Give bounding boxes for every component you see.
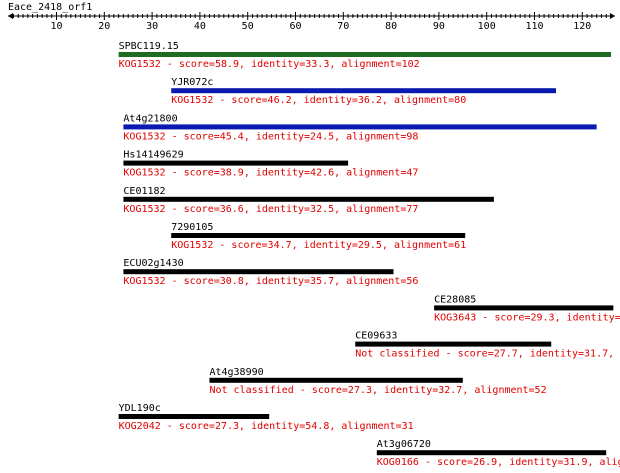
hit-name-link[interactable]: At4g21800 [123,113,177,124]
query-title: Eace_2418_orf1 [8,2,92,13]
hit-name-link[interactable]: CE01182 [123,186,165,197]
hit-row: At3g06720 KOG0166 - score=26.9, identity=… [376,439,620,468]
hit-description: KOG0166 - score=26.9, identity=31.9, ali… [377,457,620,468]
ruler-tick-label: 50 [242,21,254,32]
hit-alignment-bar[interactable] [171,88,557,94]
ruler-left-arrow-icon [8,13,13,19]
ruler-tick-label: 80 [385,21,397,32]
hit-description: Not classified - score=27.3, identity=32… [209,385,546,396]
ruler-tick-label: 90 [433,21,445,32]
ruler-tick-label: 110 [525,21,543,32]
hit-alignment-bar[interactable] [123,160,349,166]
hit-description: KOG1532 - score=46.2, identity=36.2, ali… [171,95,466,106]
hit-row: YJR072c KOG1532 - score=46.2, identity=36… [171,77,557,106]
hit-name-link[interactable]: At3g06720 [377,439,431,450]
hit-alignment-bar[interactable] [209,377,463,383]
hit-list: SPBC119.15 KOG1532 - score=58.9, identity… [118,41,620,468]
ruler-tick-label: 60 [289,21,301,32]
hit-row: CE01182 KOG1532 - score=36.6, identity=32… [123,186,494,215]
ruler-tick-label: 100 [478,21,496,32]
hit-row: CE09633 Not classified - score=27.7, iden… [355,331,620,360]
hit-row: CE28085 KOG3643 - score=29.3, identity=3 [434,294,620,323]
hit-description: KOG1532 - score=30.8, identity=35.7, ali… [123,276,418,287]
hit-row: SPBC119.15 KOG1532 - score=58.9, identity… [118,41,611,70]
hit-name-link[interactable]: YJR072c [171,77,213,88]
ruler-tick-label: 20 [98,21,110,32]
hit-alignment-bar[interactable] [171,233,466,238]
hit-alignment-bar[interactable] [118,414,270,419]
hit-name-link[interactable]: ECU02g1430 [123,258,183,269]
hit-row: YDL190c KOG2042 - score=27.3, identity=54… [118,403,414,432]
hit-description: KOG1532 - score=45.4, identity=24.5, ali… [123,131,418,142]
hit-description: KOG2042 - score=27.3, identity=54.8, ali… [119,421,414,432]
ruler-tick-label: 40 [194,21,206,32]
hit-name-link[interactable]: CE09633 [355,331,397,342]
hit-row: Hs14149629 KOG1532 - score=38.9, identity… [123,150,418,179]
hit-alignment-bar[interactable] [355,341,552,347]
hit-description: KOG1532 - score=34.7, identity=29.5, ali… [171,240,466,251]
ruler-tick-label: 70 [337,21,349,32]
hit-description: KOG1532 - score=38.9, identity=42.6, ali… [123,168,418,179]
ruler-tick-label: 120 [573,21,591,32]
hit-alignment-bar[interactable] [118,52,611,57]
hit-name-link[interactable]: YDL190c [119,403,161,414]
hit-alignment-bar[interactable] [434,305,614,311]
ruler-tick-label: 30 [146,21,158,32]
hit-alignment-bar[interactable] [123,196,494,202]
hit-name-link[interactable]: SPBC119.15 [119,41,179,52]
hit-alignment-bar[interactable] [376,450,607,456]
hit-description: Not classified - score=27.7, identity=31… [355,349,620,360]
hit-row: ECU02g1430 KOG1532 - score=30.8, identity… [123,258,418,287]
hit-row: 7290105 KOG1532 - score=34.7, identity=29… [171,222,466,251]
hit-row: At4g21800 KOG1532 - score=45.4, identity=… [123,113,597,142]
hit-name-link[interactable]: At4g38990 [209,367,263,378]
hit-name-link[interactable]: 7290105 [171,222,213,233]
sequence-ruler: 10 20 30 40 50 60 70 80 90 100 110 120 [8,12,615,32]
hit-name-link[interactable]: CE28085 [434,294,476,305]
ruler-tick-label: 10 [50,21,62,32]
hit-alignment-bar[interactable] [123,124,597,130]
hit-description: KOG1532 - score=36.6, identity=32.5, ali… [123,204,418,215]
hit-description: KOG3643 - score=29.3, identity=3 [434,312,620,323]
hit-name-link[interactable]: Hs14149629 [123,150,183,161]
hit-row: At4g38990 Not classified - score=27.3, id… [209,367,547,396]
hit-alignment-bar[interactable] [123,269,394,275]
hit-description: KOG1532 - score=58.9, identity=33.3, ali… [119,59,420,70]
